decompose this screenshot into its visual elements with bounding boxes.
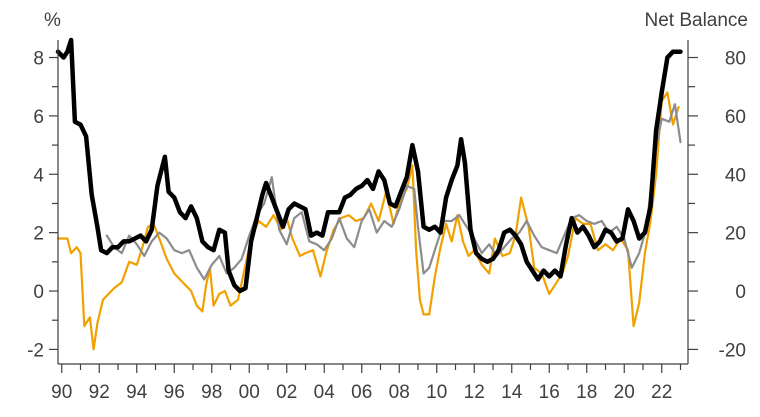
- x-tick-label: 96: [164, 382, 185, 403]
- x-tick-label: 00: [239, 382, 260, 403]
- x-tick-label: 10: [426, 382, 447, 403]
- x-tick-label: 06: [351, 382, 372, 403]
- right-tick-label: -20: [719, 340, 746, 361]
- left-tick-label: 0: [33, 282, 44, 303]
- right-tick-label: 60: [725, 107, 746, 128]
- series-lines: [55, 37, 683, 351]
- series-line-2: [105, 103, 682, 281]
- x-tick-label: 02: [276, 382, 297, 403]
- right-axis-label: Net Balance: [644, 10, 748, 31]
- x-tick-label: 22: [651, 382, 672, 403]
- series-line-3: [55, 37, 683, 294]
- right-tick-label: 80: [725, 49, 746, 70]
- x-tick-label: 08: [389, 382, 410, 403]
- right-axis-ticks: -20 0 20 40 60 80: [688, 49, 746, 361]
- x-tick-label: 92: [89, 382, 110, 403]
- x-tick-label: 14: [501, 382, 523, 403]
- x-tick-label: 04: [314, 382, 336, 403]
- x-tick-label: 12: [464, 382, 485, 403]
- left-tick-label: 4: [33, 165, 44, 186]
- left-axis-unit: %: [44, 10, 61, 31]
- left-tick-label: 8: [33, 49, 44, 70]
- x-tick-label: 98: [201, 382, 222, 403]
- x-tick-label: 90: [51, 382, 72, 403]
- right-tick-label: 20: [725, 224, 746, 245]
- left-tick-label: 6: [33, 107, 44, 128]
- x-tick-label: 16: [539, 382, 560, 403]
- x-axis-ticks: 90 92 94 96 98 00 02 04 06 08 10 12 14 16 18 20 22: [51, 364, 682, 403]
- right-tick-label: 40: [725, 165, 746, 186]
- x-tick-label: 94: [126, 382, 148, 403]
- left-axis-ticks: -2 0 2 4 6 8: [27, 49, 58, 361]
- right-tick-label: 0: [735, 282, 746, 303]
- left-tick-label: -2: [27, 340, 44, 361]
- left-tick-label: 2: [33, 224, 44, 245]
- x-tick-label: 18: [576, 382, 597, 403]
- x-tick-label: 20: [614, 382, 635, 403]
